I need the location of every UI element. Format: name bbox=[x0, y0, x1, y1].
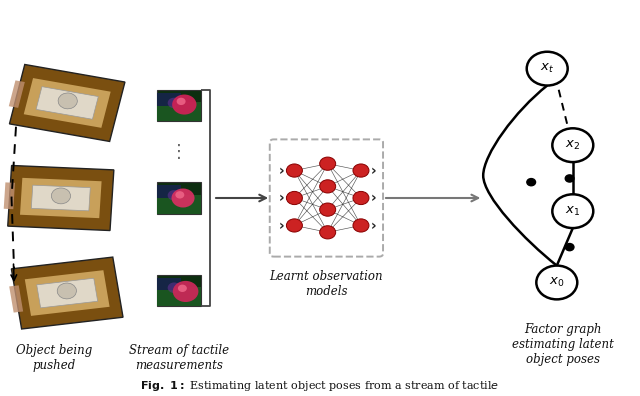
Text: ›: › bbox=[371, 219, 376, 232]
Bar bbox=[36, 278, 98, 308]
Bar bbox=[25, 270, 109, 316]
Bar bbox=[24, 78, 111, 128]
Circle shape bbox=[319, 203, 335, 216]
Circle shape bbox=[178, 285, 187, 292]
Text: ›: › bbox=[279, 191, 284, 205]
Circle shape bbox=[527, 52, 568, 86]
Bar bbox=[36, 87, 99, 119]
Circle shape bbox=[168, 282, 180, 293]
Bar bbox=[20, 178, 102, 218]
Text: Learnt observation
models: Learnt observation models bbox=[269, 270, 383, 298]
Circle shape bbox=[552, 128, 593, 162]
Bar bbox=[157, 274, 201, 306]
Text: $\bf{Fig.\ 1:}$ Estimating latent object poses from a stream of tactil$e$: $\bf{Fig.\ 1:}$ Estimating latent object… bbox=[141, 379, 499, 394]
Text: ›: › bbox=[371, 164, 376, 177]
Text: $x_2$: $x_2$ bbox=[565, 139, 580, 152]
Circle shape bbox=[552, 194, 593, 228]
Circle shape bbox=[319, 157, 335, 170]
Circle shape bbox=[353, 191, 369, 205]
Circle shape bbox=[287, 164, 302, 177]
Text: Object being
pushed: Object being pushed bbox=[16, 344, 93, 372]
Bar bbox=[157, 182, 201, 214]
Bar bbox=[8, 166, 114, 230]
Bar bbox=[157, 287, 201, 306]
Text: ›: › bbox=[279, 219, 284, 232]
Text: $x_1$: $x_1$ bbox=[565, 205, 580, 218]
Bar bbox=[9, 286, 23, 312]
Circle shape bbox=[177, 98, 186, 105]
Circle shape bbox=[353, 164, 369, 177]
Circle shape bbox=[58, 93, 77, 109]
Bar bbox=[9, 80, 25, 108]
Circle shape bbox=[319, 180, 335, 193]
Circle shape bbox=[527, 179, 536, 186]
Bar bbox=[157, 278, 181, 290]
Circle shape bbox=[168, 98, 180, 108]
Text: $x_t$: $x_t$ bbox=[540, 62, 554, 75]
Circle shape bbox=[173, 281, 198, 302]
Text: ⋮: ⋮ bbox=[170, 143, 188, 161]
Bar bbox=[31, 185, 90, 211]
Circle shape bbox=[172, 188, 195, 208]
FancyBboxPatch shape bbox=[270, 139, 383, 257]
Circle shape bbox=[565, 175, 574, 182]
Text: Factor graph
estimating latent
object poses: Factor graph estimating latent object po… bbox=[512, 323, 614, 366]
Text: ›: › bbox=[371, 191, 376, 205]
Text: $x_0$: $x_0$ bbox=[549, 276, 564, 289]
Circle shape bbox=[175, 191, 184, 198]
Circle shape bbox=[536, 266, 577, 299]
Bar bbox=[4, 183, 15, 209]
Circle shape bbox=[319, 226, 335, 239]
Text: ›: › bbox=[279, 164, 284, 177]
Bar bbox=[12, 257, 123, 329]
Circle shape bbox=[168, 190, 180, 201]
Bar bbox=[10, 65, 125, 141]
Bar bbox=[157, 103, 201, 122]
Circle shape bbox=[353, 219, 369, 232]
Circle shape bbox=[287, 191, 302, 205]
Circle shape bbox=[287, 219, 302, 232]
Bar bbox=[157, 185, 181, 198]
Circle shape bbox=[172, 95, 196, 114]
Circle shape bbox=[51, 188, 70, 204]
Bar bbox=[157, 195, 201, 214]
Bar bbox=[157, 90, 201, 122]
Bar bbox=[157, 93, 181, 106]
Circle shape bbox=[57, 283, 76, 299]
Circle shape bbox=[565, 244, 574, 251]
Text: Stream of tactile
measurements: Stream of tactile measurements bbox=[129, 344, 229, 372]
